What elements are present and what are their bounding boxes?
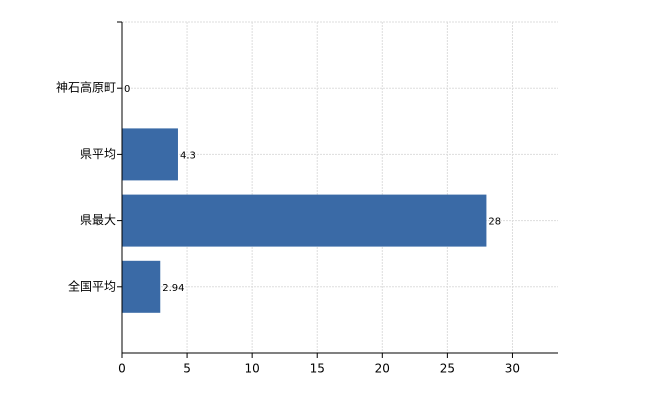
x-tick-label: 30 xyxy=(505,362,520,376)
bar xyxy=(122,128,178,181)
x-tick-label: 20 xyxy=(375,362,390,376)
y-tick-label: 全国平均 xyxy=(68,278,116,293)
x-tick-label: 5 xyxy=(183,362,191,376)
value-label: 2.94 xyxy=(162,283,184,294)
value-label: 28 xyxy=(488,217,501,228)
y-tick-label: 県平均 xyxy=(80,147,116,161)
bar xyxy=(122,194,487,247)
y-tick-label: 神石高原町 xyxy=(56,80,116,95)
y-tick-label: 県最大 xyxy=(80,213,116,227)
value-label: 4.3 xyxy=(180,150,196,161)
value-label: 0 xyxy=(124,84,130,95)
x-tick-label: 10 xyxy=(245,362,260,376)
x-tick-label: 0 xyxy=(118,362,126,376)
bar xyxy=(122,260,161,313)
x-tick-label: 25 xyxy=(440,362,455,376)
x-tick-label: 15 xyxy=(310,362,325,376)
